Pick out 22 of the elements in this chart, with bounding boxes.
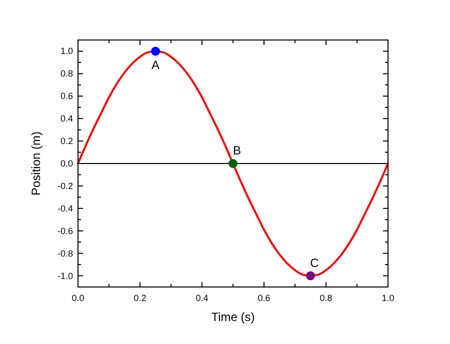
x-tick-label: 0.6	[258, 293, 270, 303]
annotation: A	[151, 58, 160, 72]
y-tick-label: -0.4	[57, 203, 73, 214]
x-tick-label: 0.0	[72, 293, 84, 303]
y-tick-label: 0.2	[60, 136, 73, 146]
y-tick-label: -1.0	[57, 270, 73, 281]
y-tick-label: 0.8	[60, 68, 73, 79]
x-tick-label: 0.8	[320, 293, 332, 303]
y-axis-title: Position (m)	[29, 131, 43, 196]
annotation: C	[310, 256, 320, 270]
annotation: B	[232, 144, 242, 158]
y-tick-label: -0.8	[57, 248, 73, 258]
x-axis-title: Time (s)	[211, 310, 255, 324]
x-tick-label: 0.2	[134, 293, 146, 303]
y-tick-label: -0.2	[57, 180, 73, 191]
y-tick-label: 0.0	[60, 158, 73, 168]
x-tick-label: 0.4	[196, 293, 208, 303]
y-tick-label: 0.6	[60, 91, 73, 102]
y-tick-label: -0.6	[57, 226, 73, 236]
y-tick-label: 0.4	[60, 114, 73, 124]
x-tick-label: 1.0	[382, 293, 394, 303]
y-tick-label: 1.0	[60, 46, 73, 56]
